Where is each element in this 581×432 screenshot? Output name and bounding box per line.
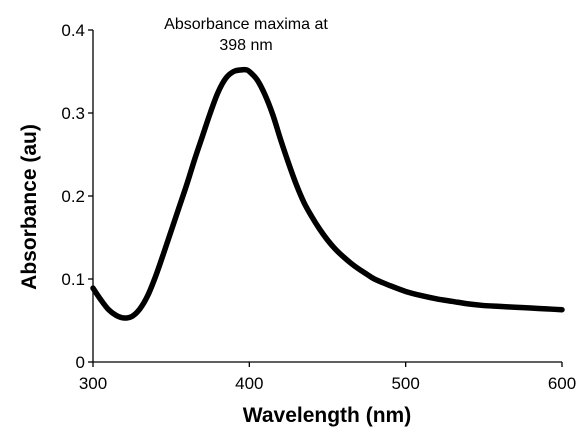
y-tick-label: 0.3 xyxy=(61,104,85,123)
y-tick-label: 0 xyxy=(76,353,85,372)
x-tick-label: 400 xyxy=(235,374,263,393)
y-tick-label: 0.4 xyxy=(61,21,85,40)
y-tick-label: 0.2 xyxy=(61,187,85,206)
x-tick-label: 500 xyxy=(391,374,419,393)
absorbance-curve xyxy=(90,66,565,321)
x-axis-title: Wavelength (nm) xyxy=(243,404,411,427)
plot-area: 0 0.1 0.2 0.3 0.4 300 400 500 600 xyxy=(61,21,576,393)
x-tick-label: 300 xyxy=(79,374,107,393)
y-tick-label: 0.1 xyxy=(61,270,85,289)
annotation-line-2: 398 nm xyxy=(219,37,272,54)
y-ticks: 0 0.1 0.2 0.3 0.4 xyxy=(61,21,93,372)
x-tick-label: 600 xyxy=(548,374,576,393)
annotation-line-1: Absorbance maxima at xyxy=(164,16,328,33)
y-axis-title: Absorbance (au) xyxy=(18,124,41,290)
x-ticks: 300 400 500 600 xyxy=(79,362,576,393)
